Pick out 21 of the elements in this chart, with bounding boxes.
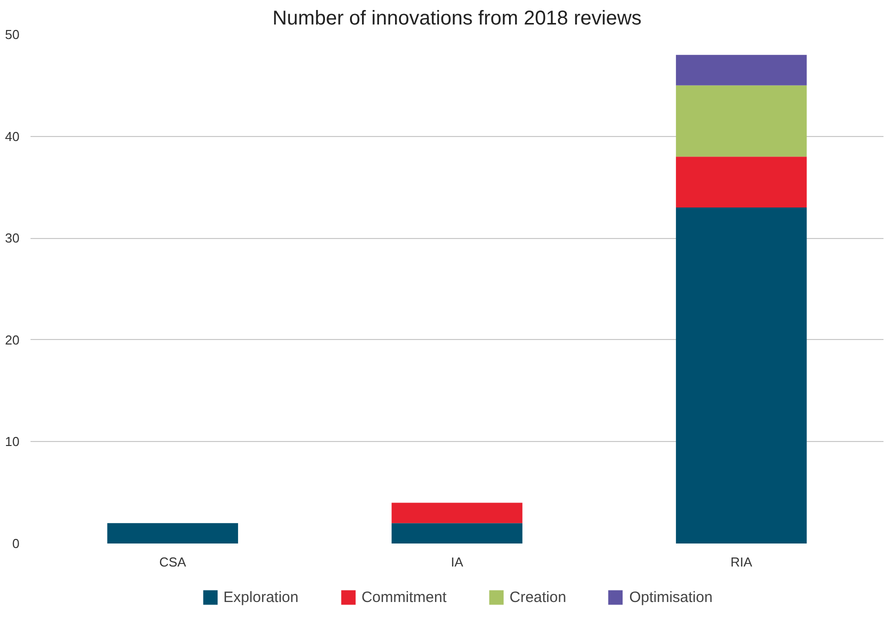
x-tick-label: IA: [450, 554, 464, 570]
x-tick-label: RIA: [730, 554, 752, 570]
legend-label: Exploration: [223, 588, 298, 606]
bar: [107, 523, 238, 544]
legend-label: Optimisation: [629, 588, 713, 606]
bar: [392, 502, 522, 524]
legend-label: Creation: [509, 588, 566, 606]
bar: [676, 156, 807, 208]
y-tick-label: 50: [5, 27, 20, 42]
x-tick-label: CSA: [159, 554, 186, 570]
y-tick-label: 0: [12, 536, 20, 551]
bar: [676, 208, 807, 544]
chart-title: Number of innovations from 2018 reviews: [272, 8, 642, 30]
y-tick-label: 40: [5, 128, 20, 144]
y-tick-label: 30: [5, 230, 20, 246]
y-tick-label: 10: [5, 434, 20, 450]
legend-label: Commitment: [361, 588, 446, 606]
bar: [392, 523, 522, 544]
y-tick-label: 20: [5, 332, 20, 348]
bar: [676, 85, 807, 157]
bar: [676, 54, 807, 86]
